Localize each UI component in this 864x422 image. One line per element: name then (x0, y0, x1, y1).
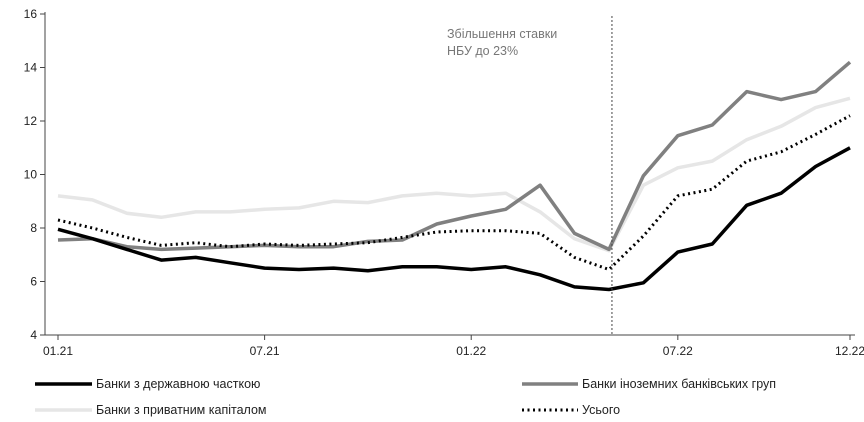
legend-item-total: Усього (522, 403, 620, 417)
y-tick-label: 16 (24, 7, 38, 21)
legend-label-state-banks: Банки з державною часткою (96, 377, 260, 391)
x-tick-label: 07.22 (663, 344, 693, 358)
x-tick-label: 01.22 (456, 344, 486, 358)
x-tick-label: 01.21 (43, 344, 73, 358)
y-tick-label: 12 (24, 114, 38, 128)
series-line-private-banks (57, 96, 851, 253)
series-line-total (57, 114, 851, 271)
x-tick-label: 07.21 (250, 344, 280, 358)
annotation: Збільшення ставки НБУ до 23% (447, 16, 613, 335)
legend-label-private-banks: Банки з приватним капіталом (96, 403, 267, 417)
legend-label-foreign-banks: Банки іноземних банківських груп (582, 377, 776, 391)
series-line-foreign-banks (57, 60, 852, 252)
legend-item-state-banks: Банки з державною часткою (35, 377, 260, 391)
legend-item-private-banks: Банки з приватним капіталом (35, 403, 267, 417)
y-tick-label: 14 (24, 61, 38, 75)
legend-item-foreign-banks: Банки іноземних банківських груп (522, 377, 776, 391)
axes: 4 6 8 10 12 14 16 01.21 07.21 01.22 07.22 12.22 (24, 7, 864, 358)
series-lines (57, 60, 852, 292)
annotation-line-2: НБУ до 23% (447, 44, 518, 58)
y-tick-label: 6 (30, 275, 37, 289)
x-tick-label: 12.22 (835, 344, 864, 358)
y-tick-label: 8 (30, 221, 37, 235)
annotation-line-1: Збільшення ставки (447, 27, 557, 41)
series-line-state-banks (57, 146, 851, 292)
legend-label-total: Усього (582, 403, 620, 417)
y-tick-label: 4 (30, 328, 37, 342)
y-tick-label: 10 (24, 168, 38, 182)
legend: Банки з державною часткою Банки іноземни… (35, 377, 776, 417)
